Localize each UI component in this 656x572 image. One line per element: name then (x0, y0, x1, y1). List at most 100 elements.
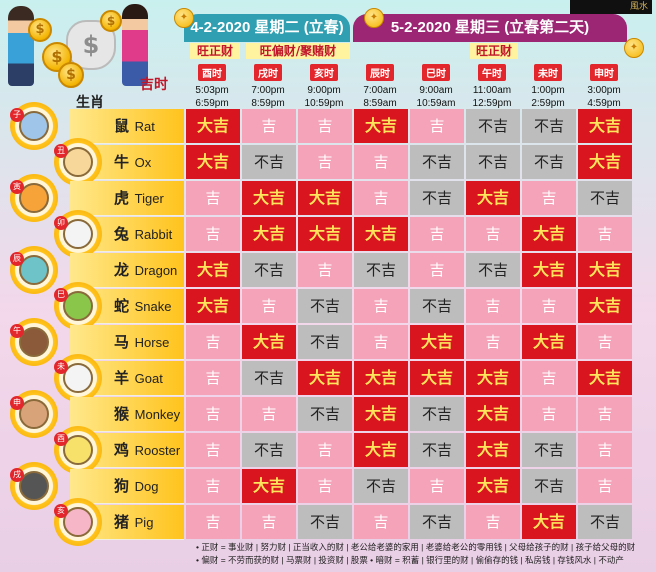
branch-badge: 巳 (54, 288, 68, 302)
fortune-cell: 大吉 (578, 109, 632, 143)
zodiac-en: Rooster (134, 443, 181, 458)
horse-icon: 午 (10, 318, 58, 366)
fortune-cell: 不吉 (410, 181, 464, 215)
slot-tag: 戌时 (254, 64, 282, 81)
fortune-cell: 大吉 (186, 109, 240, 143)
brand-logo: 風水 (570, 0, 652, 14)
slot-tag: 午时 (478, 64, 506, 81)
fortune-cell: 大吉 (354, 397, 408, 431)
fortune-cell: 吉 (578, 217, 632, 251)
zodiac-cn: 狗 (114, 477, 130, 495)
fortune-cell: 吉 (522, 181, 576, 215)
rat-icon: 子 (10, 102, 58, 150)
branch-badge: 丑 (54, 144, 68, 158)
zodiac-en: Dog (134, 479, 159, 494)
fortune-cell: 大吉 (466, 469, 520, 503)
zodiac-en: Dragon (134, 263, 178, 278)
animal-face-icon (63, 291, 93, 321)
zodiac-cn: 羊 (114, 369, 130, 387)
notes: • 正财 = 事业财 | 努力财 | 正当收入的财 | 老公给老婆的家用 | 老… (196, 541, 635, 567)
fortune-cell: 不吉 (298, 505, 352, 539)
woman-figure-icon (122, 4, 148, 86)
animal-face-icon (19, 111, 49, 141)
slot-tag: 巳时 (422, 64, 450, 81)
time-slot: 未时 1:00pm 2:59pm (522, 62, 574, 110)
coin-icon: ✦ (624, 38, 644, 58)
fortune-cell: 吉 (354, 325, 408, 359)
note-line: • 正财 = 事业财 | 努力财 | 正当收入的财 | 老公给老婆的家用 | 老… (196, 542, 636, 552)
fortune-cell: 大吉 (466, 181, 520, 215)
zodiac-en: Rat (134, 119, 155, 134)
fortune-cell: 吉 (578, 397, 632, 431)
fortune-cell: 不吉 (578, 181, 632, 215)
money-illustration: $ $ $ $ $ (0, 0, 180, 92)
branch-badge: 卯 (54, 216, 68, 230)
fortune-cell: 不吉 (410, 505, 464, 539)
rooster-icon: 酉 (54, 426, 102, 474)
date-header-2: 5-2-2020 星期三 (立春第二天) (353, 14, 627, 42)
fortune-cell: 不吉 (242, 361, 296, 395)
fortune-cell: 不吉 (242, 433, 296, 467)
zodiac-cn: 龙 (114, 261, 130, 279)
fortune-cell: 吉 (410, 109, 464, 143)
fortune-cell: 吉 (186, 469, 240, 503)
fortune-cell: 不吉 (242, 145, 296, 179)
fortune-cell: 吉 (410, 217, 464, 251)
animal-face-icon (63, 363, 93, 393)
fortune-cell: 不吉 (522, 433, 576, 467)
zodiac-en: Ox (134, 155, 152, 170)
slot-end: 8:59pm (251, 98, 285, 109)
fortune-cell: 不吉 (410, 289, 464, 323)
fortune-cell: 吉 (242, 505, 296, 539)
fortune-cell: 大吉 (186, 145, 240, 179)
slot-end: 12:59pm (472, 98, 512, 109)
fortune-cell: 大吉 (298, 217, 352, 251)
fortune-cell: 吉 (466, 325, 520, 359)
zodiac-row-tiger: 虎 Tiger (70, 181, 184, 216)
fortune-cell: 大吉 (242, 325, 296, 359)
zodiac-cn: 鸡 (114, 441, 130, 459)
fortune-cell: 大吉 (466, 361, 520, 395)
slot-end: 8:59am (363, 98, 397, 109)
fortune-cell: 不吉 (298, 325, 352, 359)
branch-badge: 未 (54, 360, 68, 374)
zodiac-cn: 马 (114, 333, 130, 351)
zodiac-en: Monkey (134, 407, 181, 422)
fortune-cell: 不吉 (466, 109, 520, 143)
fortune-cell: 不吉 (410, 145, 464, 179)
fortune-cell: 不吉 (522, 109, 576, 143)
zodiac-en: Rabbit (134, 227, 173, 242)
branch-badge: 寅 (10, 180, 24, 194)
zodiac-row-dog: 狗 Dog (70, 469, 184, 504)
slot-start: 7:00am (363, 85, 397, 96)
monkey-icon: 申 (10, 390, 58, 438)
fortune-cell: 大吉 (354, 217, 408, 251)
zodiac-en: Horse (134, 335, 170, 350)
fortune-cell: 不吉 (522, 469, 576, 503)
fortune-cell: 吉 (186, 325, 240, 359)
fortune-cell: 吉 (522, 397, 576, 431)
fortune-cell: 大吉 (410, 361, 464, 395)
fortune-cell: 吉 (298, 145, 352, 179)
slot-start: 5:03pm (195, 85, 229, 96)
dragon-icon: 辰 (10, 246, 58, 294)
zodiac-en: Tiger (134, 191, 164, 206)
rabbit-icon: 卯 (54, 210, 102, 258)
pig-icon: 亥 (54, 498, 102, 546)
fortune-cell: 吉 (522, 361, 576, 395)
fortune-cell: 不吉 (298, 289, 352, 323)
fortune-cell: 吉 (242, 109, 296, 143)
fortune-cell: 吉 (186, 361, 240, 395)
slot-end: 10:59pm (304, 98, 344, 109)
fortune-cell: 吉 (354, 289, 408, 323)
zodiac-cn: 鼠 (114, 117, 130, 135)
fortune-cell: 不吉 (410, 397, 464, 431)
fortune-cell: 吉 (186, 397, 240, 431)
coin-icon: $ (58, 62, 84, 88)
slot-start: 3:00pm (587, 85, 621, 96)
fortune-cell: 不吉 (466, 145, 520, 179)
fortune-cell: 吉 (298, 109, 352, 143)
fortune-cell: 大吉 (186, 253, 240, 287)
fortune-cell: 大吉 (578, 361, 632, 395)
